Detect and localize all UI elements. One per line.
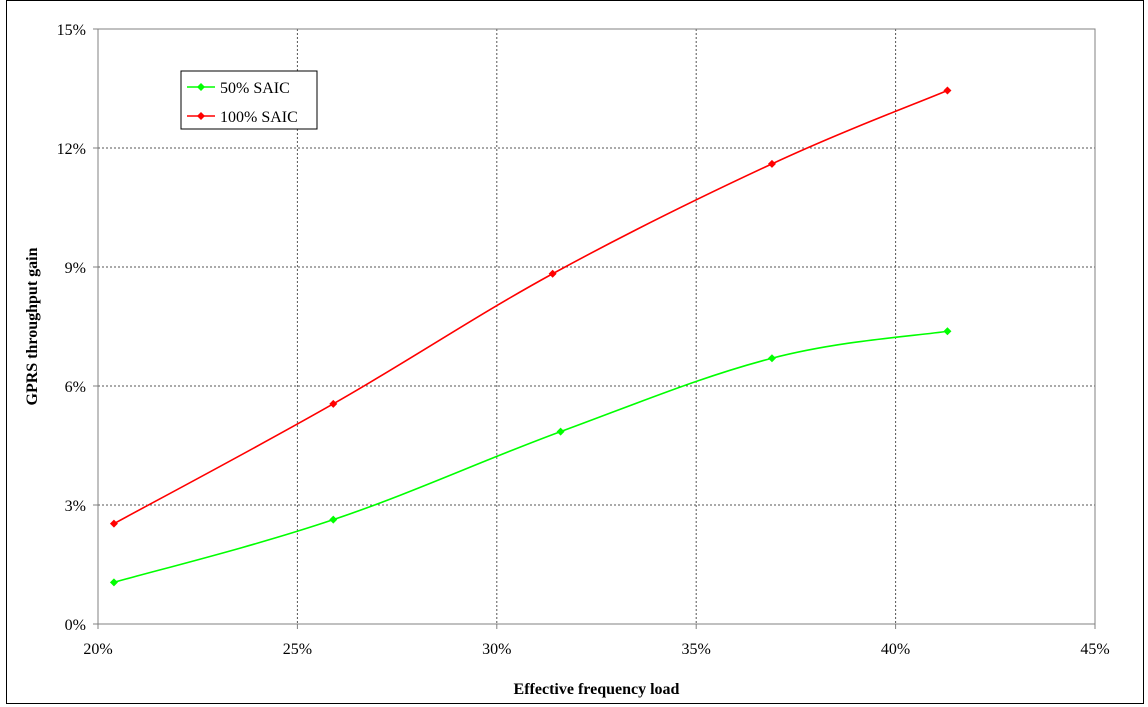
y-tick-label: 6%: [65, 379, 86, 396]
plot-area: [97, 28, 1096, 625]
grid: [98, 29, 1095, 624]
x-tick-label: 35%: [682, 641, 711, 658]
legend: 50% SAIC 100% SAIC: [180, 70, 318, 130]
x-tick-label: 45%: [1080, 641, 1109, 658]
x-tick-label: 20%: [83, 641, 112, 658]
y-tick-label: 0%: [65, 617, 86, 634]
x-tick-label: 30%: [482, 641, 511, 658]
data-point-100-saic: [548, 269, 557, 278]
data-point-100-saic: [767, 159, 776, 168]
legend-label-50-saic: 50% SAIC: [220, 80, 290, 97]
x-axis-title: Effective frequency load: [514, 681, 680, 698]
series-layer: [109, 86, 952, 587]
data-point-100-saic: [329, 399, 338, 408]
x-tick-label: 25%: [283, 641, 312, 658]
data-point-100-saic: [943, 86, 952, 95]
y-tick-label: 9%: [65, 260, 86, 277]
series-line-50-saic: [113, 330, 948, 584]
series-line-100-saic: [113, 89, 948, 525]
legend-label-100-saic: 100% SAIC: [220, 109, 298, 126]
y-tick-label: 3%: [65, 498, 86, 515]
x-tick-label: 40%: [881, 641, 910, 658]
legend-marker-50-saic: [197, 83, 205, 91]
data-point-50-saic: [329, 515, 338, 524]
y-tick-label: 15%: [57, 22, 86, 39]
legend-marker-100-saic: [197, 112, 205, 120]
y-axis-ticks: 0% 3% 6% 9% 12% 15%: [57, 22, 98, 634]
x-axis-ticks: 20% 25% 30% 35% 40% 45%: [83, 624, 1110, 658]
y-axis-title: GPRS throughput gain: [24, 247, 41, 405]
data-point-50-saic: [943, 327, 952, 336]
y-tick-label: 12%: [57, 141, 86, 158]
legend-item-50-saic: 50% SAIC: [187, 80, 290, 97]
legend-item-100-saic: 100% SAIC: [187, 109, 298, 126]
data-point-50-saic: [767, 354, 776, 363]
data-point-50-saic: [556, 427, 565, 436]
legend-box: [180, 70, 318, 130]
data-point-100-saic: [109, 519, 118, 528]
data-point-50-saic: [109, 578, 118, 587]
